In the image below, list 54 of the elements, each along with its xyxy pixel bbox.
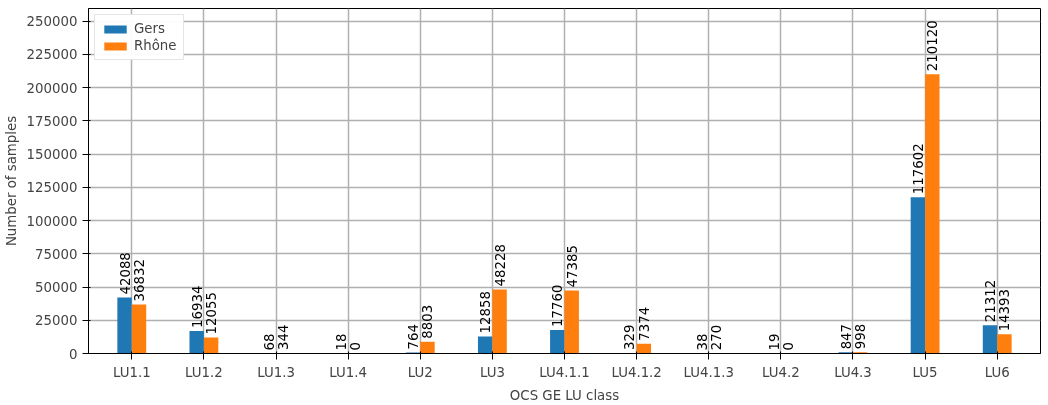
x-tick-label: LU1.4 xyxy=(329,364,367,380)
data-label: 8803 xyxy=(420,304,436,339)
y-tick-label: 25000 xyxy=(35,313,78,329)
data-label: 7374 xyxy=(636,306,652,341)
data-label: 270 xyxy=(708,324,724,351)
data-label: 16934 xyxy=(189,285,205,328)
data-label: 12055 xyxy=(204,292,220,335)
legend-label: Rhône xyxy=(134,38,177,53)
data-label: 21312 xyxy=(983,279,999,323)
x-tick-label: LU1.2 xyxy=(185,364,223,380)
y-tick-label: 175000 xyxy=(26,113,78,129)
x-tick-label: LU4.3 xyxy=(834,364,872,380)
data-label: 847 xyxy=(838,323,854,350)
y-tick-label: 125000 xyxy=(26,180,78,196)
y-tick-label: 75000 xyxy=(35,246,78,262)
y-axis-title: Number of samples xyxy=(3,115,19,247)
x-tick-label: LU5 xyxy=(912,364,938,380)
x-tick-label: LU6 xyxy=(984,364,1010,380)
y-tick-label: 0 xyxy=(69,346,78,362)
x-tick-label: LU2 xyxy=(407,364,433,380)
data-label: 12858 xyxy=(478,291,494,334)
x-tick-label: LU4.1.3 xyxy=(683,364,734,380)
x-tick-label: LU4.1.2 xyxy=(611,364,662,380)
x-tick-label: LU4.1.1 xyxy=(539,364,590,380)
data-label: 0 xyxy=(348,342,364,351)
y-tick-label: 225000 xyxy=(26,47,78,63)
x-tick-label: LU4.2 xyxy=(762,364,800,380)
data-label: 344 xyxy=(276,324,292,351)
data-label: 47385 xyxy=(564,245,580,288)
data-label: 764 xyxy=(406,324,422,350)
data-label: 998 xyxy=(853,323,869,350)
x-tick-label: LU1.3 xyxy=(257,364,295,380)
data-label: 68 xyxy=(261,333,277,351)
data-label: 117602 xyxy=(910,143,926,195)
data-label: 17760 xyxy=(550,284,566,327)
legend-label: Gers xyxy=(134,21,165,36)
x-tick-label: LU1.1 xyxy=(112,364,151,380)
x-axis-title: OCS GE LU class xyxy=(509,387,620,403)
data-label: 210120 xyxy=(925,20,941,72)
x-tick-label: LU3 xyxy=(479,364,505,380)
data-label: 38 xyxy=(694,333,710,351)
y-tick-label: 200000 xyxy=(26,80,78,96)
data-label: 0 xyxy=(781,342,797,351)
data-label: 19 xyxy=(766,333,782,351)
data-label: 329 xyxy=(622,324,638,351)
y-tick-label: 100000 xyxy=(26,213,78,229)
y-tick-label: 50000 xyxy=(35,280,78,296)
y-tick-label: 150000 xyxy=(26,147,78,163)
data-label: 14393 xyxy=(997,288,1013,332)
data-label: 36832 xyxy=(131,259,147,302)
y-tick-label: 250000 xyxy=(26,14,78,30)
data-label: 42088 xyxy=(117,252,133,295)
data-label: 18 xyxy=(333,333,349,351)
data-label: 48228 xyxy=(492,243,508,287)
